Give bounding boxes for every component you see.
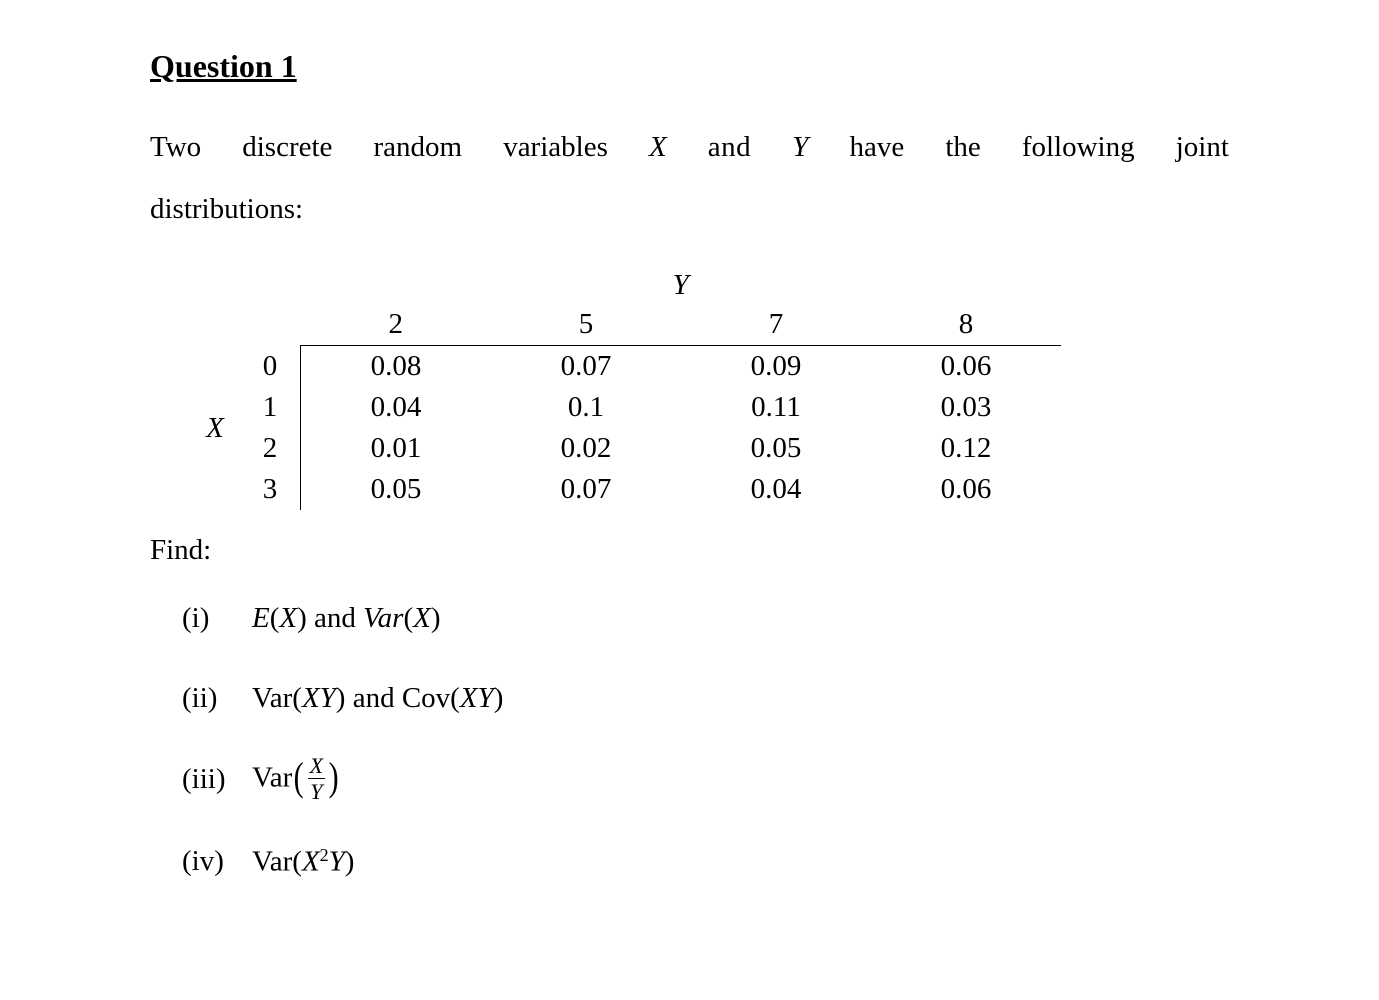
paren: ) xyxy=(336,682,346,714)
intro-word: Two xyxy=(150,121,201,173)
fraction-x-over-y: XY xyxy=(308,754,325,803)
paren: ) xyxy=(431,602,441,634)
intro-word: variables xyxy=(503,121,608,173)
item-iii: (iii) Var(XY) xyxy=(182,755,1229,804)
math-xy: XY xyxy=(302,682,336,714)
y-value: 5 xyxy=(491,304,681,346)
math-var: Var xyxy=(252,682,292,714)
var-y: Y xyxy=(792,121,808,173)
table-cell: 0.09 xyxy=(681,346,871,388)
y-value: 2 xyxy=(301,304,492,346)
x-value: 1 xyxy=(240,387,301,428)
math-cov: Cov xyxy=(402,682,450,714)
frac-numerator: X xyxy=(308,754,325,779)
math-y: Y xyxy=(329,846,345,878)
table-cell: 0.04 xyxy=(301,387,492,428)
y-label: Y xyxy=(301,265,1062,304)
item-body: Var(XY) and Cov(XY) xyxy=(252,682,503,715)
intro-word: random xyxy=(374,121,463,173)
intro-word: following xyxy=(1022,121,1135,173)
table-cell: 0.1 xyxy=(491,387,681,428)
paren: ( xyxy=(292,846,302,878)
table-cell: 0.04 xyxy=(681,469,871,510)
table-cell: 0.02 xyxy=(491,428,681,469)
table-cell: 0.07 xyxy=(491,346,681,388)
and-word: and xyxy=(708,121,751,173)
math-x: X xyxy=(302,846,320,878)
exponent: 2 xyxy=(320,845,329,865)
y-value: 7 xyxy=(681,304,871,346)
item-number: (ii) xyxy=(182,682,252,715)
math-var: Var xyxy=(252,846,292,878)
intro-text: Two discrete random variables X and Y ha… xyxy=(150,121,1229,235)
table-cell: 0.12 xyxy=(871,428,1061,469)
paren: ) xyxy=(297,602,307,634)
table-cell: 0.11 xyxy=(681,387,871,428)
item-body: Var(X2Y) xyxy=(252,844,354,879)
intro-word: joint xyxy=(1176,121,1229,173)
paren: ) xyxy=(494,682,504,714)
x-value: 2 xyxy=(240,428,301,469)
intro-line-2: distributions: xyxy=(150,183,1229,235)
intro-word: have xyxy=(849,121,904,173)
frac-denominator: Y xyxy=(308,779,325,803)
item-number: (i) xyxy=(182,602,252,635)
math-xy: XY xyxy=(460,682,494,714)
item-ii: (ii) Var(XY) and Cov(XY) xyxy=(182,675,1229,721)
item-body: Var(XY) xyxy=(252,755,340,804)
joint-table-wrap: Y 2 5 7 8 X 0 0.08 0.07 0.09 0.06 1 0.04 xyxy=(190,265,1229,510)
and-word: and xyxy=(307,602,363,634)
table-cell: 0.07 xyxy=(491,469,681,510)
intro-word: the xyxy=(945,121,980,173)
joint-probability-table: Y 2 5 7 8 X 0 0.08 0.07 0.09 0.06 1 0.04 xyxy=(190,265,1061,510)
items-list: (i) E(X) and Var(X) (ii) Var(XY) and Cov… xyxy=(182,595,1229,884)
math-x: X xyxy=(279,602,297,634)
var-x: X xyxy=(649,121,667,173)
item-number: (iii) xyxy=(182,763,252,796)
x-label: X xyxy=(190,346,240,511)
paren: ( xyxy=(292,682,302,714)
math-e: E xyxy=(252,602,270,634)
table-cell: 0.05 xyxy=(301,469,492,510)
table-cell: 0.03 xyxy=(871,387,1061,428)
and-word: and xyxy=(345,682,401,714)
math-var: Var xyxy=(363,602,403,634)
table-cell: 0.05 xyxy=(681,428,871,469)
question-title: Question 1 xyxy=(150,48,1229,85)
math-var: Var xyxy=(252,762,292,794)
x-value: 0 xyxy=(240,346,301,388)
x-value: 3 xyxy=(240,469,301,510)
table-cell: 0.06 xyxy=(871,469,1061,510)
page-container: Question 1 Two discrete random variables… xyxy=(0,0,1379,885)
find-label: Find: xyxy=(150,534,1229,567)
table-cell: 0.01 xyxy=(301,428,492,469)
intro-line-1: Two discrete random variables X and Y ha… xyxy=(150,121,1229,173)
item-i: (i) E(X) and Var(X) xyxy=(182,595,1229,641)
table-cell: 0.06 xyxy=(871,346,1061,388)
paren: ( xyxy=(270,602,280,634)
item-body: E(X) and Var(X) xyxy=(252,602,441,635)
item-iv: (iv) Var(X2Y) xyxy=(182,839,1229,885)
math-x: X xyxy=(413,602,431,634)
intro-word: discrete xyxy=(242,121,332,173)
y-value: 8 xyxy=(871,304,1061,346)
paren: ) xyxy=(345,846,355,878)
item-number: (iv) xyxy=(182,845,252,878)
paren: ( xyxy=(450,682,460,714)
table-cell: 0.08 xyxy=(301,346,492,388)
paren: ( xyxy=(403,602,413,634)
